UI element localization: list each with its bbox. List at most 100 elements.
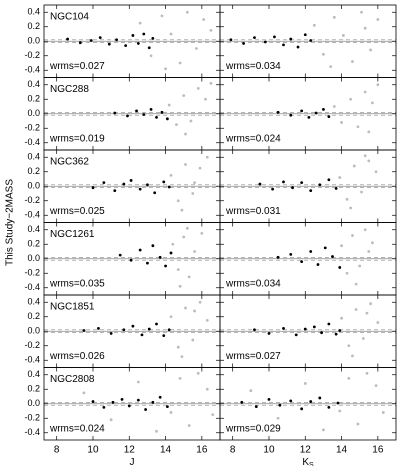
data-point	[195, 47, 198, 50]
data-point	[282, 43, 285, 47]
data-point	[164, 264, 167, 268]
data-point	[142, 113, 146, 116]
data-point	[169, 251, 173, 255]
data-point	[146, 261, 149, 265]
data-point	[282, 326, 285, 330]
data-point	[151, 36, 155, 40]
data-point	[361, 337, 365, 340]
data-point	[184, 163, 187, 166]
data-point	[98, 36, 102, 40]
y-tick-label: -0.4	[24, 210, 40, 220]
data-point	[89, 39, 93, 42]
data-point	[131, 324, 135, 328]
data-point	[229, 38, 233, 42]
data-point	[184, 132, 187, 136]
data-point	[371, 101, 374, 105]
x-tick-label: 12	[124, 445, 136, 456]
y-tick-label: 0.4	[27, 79, 40, 89]
data-point	[185, 10, 189, 14]
data-point	[153, 191, 157, 195]
data-point	[135, 109, 138, 113]
y-tick-label: 0.2	[27, 94, 40, 104]
data-point	[242, 42, 245, 45]
data-point	[102, 181, 106, 185]
data-point	[334, 332, 338, 336]
wrms-label: wrms=0.026	[49, 351, 105, 362]
data-point	[182, 235, 186, 239]
y-tick-label: -0.4	[24, 65, 40, 75]
data-point	[309, 189, 313, 193]
panel-title: NGC2808	[50, 374, 95, 385]
data-point	[363, 228, 367, 232]
data-point	[367, 250, 371, 253]
data-point	[365, 311, 369, 315]
data-point	[300, 260, 304, 264]
data-point	[369, 302, 372, 306]
data-point	[314, 111, 318, 115]
data-point	[356, 125, 360, 129]
data-point	[91, 186, 95, 190]
data-point	[341, 34, 345, 37]
data-point	[180, 208, 184, 212]
data-point	[322, 52, 325, 56]
data-point	[254, 405, 258, 409]
data-point	[271, 187, 275, 191]
y-tick-label: 0.4	[27, 224, 40, 234]
data-point	[158, 395, 162, 399]
data-point	[124, 44, 128, 47]
data-point	[138, 21, 142, 25]
x-tick-label: 8	[230, 445, 236, 456]
data-point	[309, 39, 313, 42]
data-point	[276, 110, 280, 114]
data-point	[300, 181, 304, 185]
data-point	[360, 190, 363, 194]
data-point	[211, 413, 215, 417]
data-point	[115, 38, 118, 42]
data-point	[332, 105, 336, 108]
y-tick-label: 0.0	[27, 108, 40, 118]
y-axis-label: This Study−2MASS	[5, 179, 16, 266]
data-point	[122, 328, 126, 332]
data-point	[160, 110, 164, 114]
data-point	[338, 409, 342, 413]
data-point	[289, 399, 293, 403]
data-point	[365, 371, 369, 375]
x-tick-label: 16	[196, 445, 208, 456]
data-point	[347, 376, 351, 380]
data-point	[374, 384, 378, 388]
data-point	[316, 263, 320, 266]
data-point	[318, 183, 322, 187]
y-tick-label: 0.2	[27, 239, 40, 249]
data-point	[312, 23, 316, 27]
data-point	[169, 315, 173, 319]
data-point	[331, 255, 334, 258]
data-point	[169, 173, 173, 177]
data-point	[146, 183, 149, 187]
data-point	[296, 45, 300, 49]
data-point	[82, 329, 86, 332]
data-point	[129, 258, 133, 262]
data-point	[345, 197, 349, 201]
x-tick-label: 14	[336, 445, 348, 456]
y-tick-label: -0.4	[24, 427, 40, 437]
x-axis-label-main: J	[130, 457, 135, 466]
data-point	[167, 328, 171, 332]
y-tick-label: -0.2	[24, 268, 40, 278]
y-tick-label: 0.2	[27, 384, 40, 394]
data-point	[322, 108, 325, 111]
data-point	[351, 60, 354, 63]
data-point	[209, 28, 213, 32]
data-point	[78, 41, 82, 45]
x-tick-label: 14	[160, 445, 172, 456]
data-point	[164, 67, 167, 71]
data-point	[318, 396, 322, 400]
data-point	[340, 316, 343, 320]
data-point	[178, 284, 182, 288]
data-point	[351, 234, 354, 237]
data-point	[320, 331, 324, 335]
data-point	[312, 325, 316, 329]
data-point	[158, 255, 162, 259]
data-point	[160, 14, 164, 18]
data-point	[138, 187, 142, 191]
data-point	[180, 355, 184, 359]
